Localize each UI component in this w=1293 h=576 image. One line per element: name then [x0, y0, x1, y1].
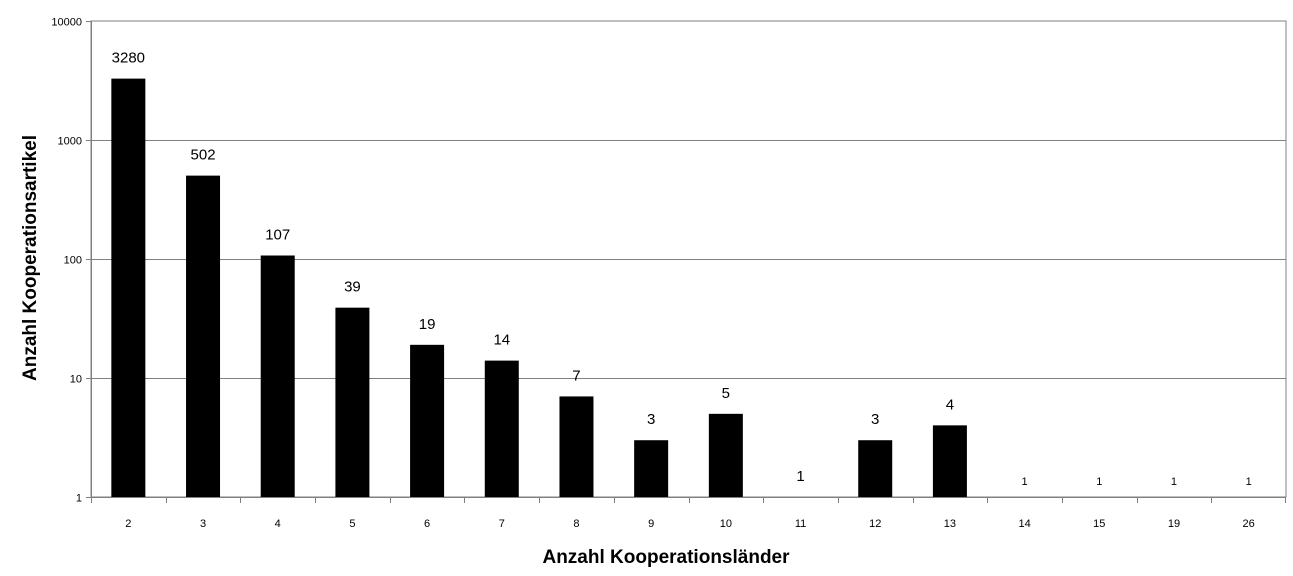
data-label: 1 — [1171, 476, 1177, 488]
x-tick-label: 13 — [944, 518, 956, 530]
y-tick-label: 1000 — [58, 136, 82, 148]
data-label: 39 — [344, 279, 361, 296]
x-tick-label: 10 — [720, 518, 732, 530]
bar — [932, 425, 967, 497]
x-tick-label: 12 — [869, 518, 881, 530]
bar — [484, 360, 519, 497]
x-tick-label: 7 — [499, 518, 505, 530]
data-label: 502 — [191, 147, 216, 164]
bar — [111, 78, 146, 497]
data-label: 1 — [1022, 476, 1028, 488]
x-tick-label: 26 — [1243, 518, 1255, 530]
bar — [708, 413, 743, 497]
bar — [186, 175, 221, 497]
data-label: 19 — [419, 316, 436, 333]
data-labels: 3280 502 107 39 19 14 7 3 5 1 3 4 1 1 1 1 — [112, 50, 1252, 488]
x-tick-label: 11 — [795, 518, 806, 530]
y-tick-label: 1 — [76, 493, 82, 505]
data-label: 3 — [647, 411, 655, 428]
y-tick-label: 100 — [64, 255, 82, 267]
data-label: 1 — [1246, 476, 1252, 488]
data-label: 7 — [572, 367, 580, 384]
bar — [410, 344, 445, 497]
data-label: 3280 — [112, 50, 145, 67]
bar — [559, 396, 594, 497]
data-label: 107 — [265, 227, 290, 244]
bar — [634, 440, 669, 497]
x-tick-label: 8 — [573, 518, 579, 530]
x-tick-label: 14 — [1018, 518, 1030, 530]
data-label: 5 — [722, 385, 730, 402]
data-label: 1 — [1096, 476, 1102, 488]
bar — [335, 307, 370, 497]
y-tick-label: 10000 — [51, 17, 82, 29]
bar — [858, 440, 893, 497]
x-tick-label: 5 — [349, 518, 355, 530]
bars — [111, 78, 967, 497]
x-tick-label: 2 — [125, 518, 131, 530]
x-tick-label: 15 — [1093, 518, 1105, 530]
data-label: 3 — [871, 411, 879, 428]
y-tick-label: 10 — [70, 374, 82, 386]
data-label: 14 — [493, 332, 510, 349]
bar — [260, 255, 295, 497]
data-label: 4 — [946, 396, 954, 413]
x-tick-label: 6 — [424, 518, 430, 530]
y-axis-title: Anzahl Kooperationsartikel — [20, 135, 41, 381]
x-tick-label: 3 — [200, 518, 206, 530]
x-tick-label: 19 — [1168, 518, 1180, 530]
x-tick-label: 9 — [648, 518, 654, 530]
x-tick-label: 4 — [275, 518, 281, 530]
x-axis-title: Anzahl Kooperationsländer — [542, 547, 790, 568]
data-label: 1 — [796, 468, 804, 485]
